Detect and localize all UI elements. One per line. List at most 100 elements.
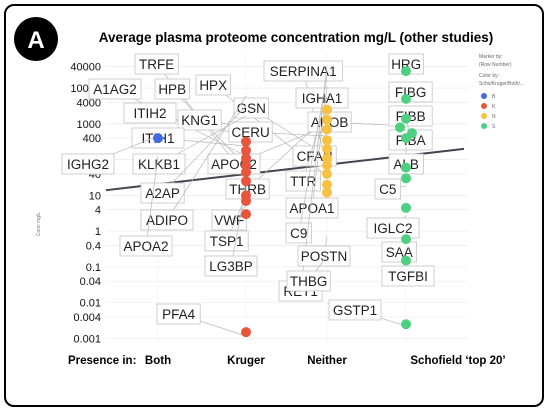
annotation-box bbox=[123, 102, 177, 124]
annotation-box bbox=[61, 153, 115, 175]
data-point bbox=[401, 173, 411, 184]
legend-entry-label: S bbox=[492, 124, 496, 130]
annotation-label: GSN bbox=[237, 101, 266, 116]
data-point bbox=[241, 209, 251, 220]
annotation-label: C5 bbox=[379, 182, 396, 197]
data-point bbox=[401, 162, 411, 173]
annotation-box bbox=[88, 78, 142, 100]
y-tick-label: 0.001 bbox=[73, 333, 101, 345]
legend-color-title: Color by: bbox=[479, 73, 499, 79]
annotation-label: ADIPO bbox=[146, 213, 188, 228]
annotation-label: HPB bbox=[158, 82, 186, 97]
annotation-box bbox=[366, 217, 420, 239]
annotation-box bbox=[134, 53, 179, 75]
annotation-box bbox=[374, 178, 402, 200]
legend: Marker by: (Row Number) Color by: Scho/K… bbox=[479, 54, 524, 130]
data-point bbox=[401, 234, 411, 245]
data-point bbox=[401, 66, 411, 77]
annotation-label: IGHG2 bbox=[67, 157, 109, 172]
annotation-label: C9 bbox=[290, 226, 307, 241]
data-point bbox=[322, 179, 332, 190]
annotation-box bbox=[285, 197, 339, 219]
y-tick-label: 400 bbox=[83, 133, 101, 145]
annotation-box bbox=[233, 97, 269, 119]
data-point bbox=[401, 113, 411, 124]
legend-swatch bbox=[481, 103, 487, 109]
annotation-label: KLKB1 bbox=[138, 157, 180, 172]
annotation-label: A1AG2 bbox=[93, 82, 137, 97]
annotation-label: KNG1 bbox=[181, 113, 218, 128]
panel-badge: A bbox=[14, 17, 58, 61]
y-tick-label: 0.004 bbox=[73, 312, 101, 324]
data-point bbox=[241, 145, 251, 156]
annotation-label: TSP1 bbox=[210, 234, 244, 249]
data-point bbox=[241, 160, 251, 171]
data-point bbox=[153, 133, 163, 144]
annotation-box bbox=[285, 222, 313, 244]
data-point bbox=[241, 153, 251, 164]
y-tick-label: 0.01 bbox=[80, 298, 101, 310]
legend-entry-label: N bbox=[492, 114, 496, 120]
data-point bbox=[241, 195, 251, 206]
legend-entry-label: B bbox=[492, 94, 496, 100]
data-point bbox=[401, 133, 411, 144]
annotation-label: A2AP bbox=[145, 186, 180, 201]
annotation-label: GSTP1 bbox=[333, 303, 377, 318]
annotation-label: APOA2 bbox=[123, 239, 168, 254]
panel-badge-circle bbox=[14, 17, 58, 61]
y-tick-label: 1000 bbox=[77, 119, 101, 131]
data-point bbox=[322, 160, 332, 171]
data-point bbox=[401, 319, 411, 330]
annotation-label: HRG bbox=[391, 57, 421, 72]
data-point bbox=[401, 93, 411, 104]
data-point bbox=[241, 136, 251, 147]
data-point bbox=[241, 327, 251, 338]
annotation-box bbox=[263, 60, 343, 82]
legend-swatch bbox=[481, 113, 487, 119]
y-axis-label: Conc mg/L bbox=[36, 212, 42, 236]
x-axis-title: Presence in: bbox=[68, 355, 136, 367]
legend-color-value: Scho/Kruger/Both/... bbox=[479, 81, 524, 87]
annotation-label: APOA1 bbox=[289, 201, 334, 216]
legend-entry-label: K bbox=[492, 104, 496, 110]
annotation-box bbox=[177, 109, 222, 131]
data-point bbox=[322, 124, 332, 135]
data-point bbox=[322, 153, 332, 164]
annotation-box bbox=[286, 270, 331, 292]
data-point bbox=[401, 202, 411, 213]
annotation-label: PFA4 bbox=[162, 307, 196, 322]
annotation-label: TGFBI bbox=[388, 269, 428, 284]
legend-swatch bbox=[481, 123, 487, 129]
annotation-label: POSTN bbox=[301, 249, 348, 264]
data-point bbox=[322, 114, 332, 125]
legend-marker-title: Marker by: bbox=[479, 54, 503, 60]
annotation-box bbox=[388, 81, 433, 103]
annotation-box bbox=[140, 209, 194, 231]
annotation-box bbox=[119, 235, 173, 257]
annotation-box bbox=[285, 170, 321, 192]
annotation-labels: TRFEA1AG2HPBHPXITIH2KNG1GSNITIH1CERUIGHG… bbox=[61, 53, 435, 337]
x-tick-label: Schofield ‘top 20’ bbox=[410, 355, 505, 367]
annotation-label: FIBB bbox=[396, 109, 426, 124]
annotation-box bbox=[195, 74, 231, 96]
legend-marker-value: (Row Number) bbox=[479, 62, 512, 68]
data-point bbox=[395, 122, 405, 133]
data-points bbox=[153, 66, 417, 338]
annotation-box bbox=[204, 255, 258, 277]
y-tick-label: 40000 bbox=[70, 62, 101, 74]
annotation-box bbox=[381, 265, 435, 287]
annotation-label: IGHA1 bbox=[302, 91, 343, 106]
figure-panel: A Average plasma proteome concentration … bbox=[4, 4, 544, 407]
data-point bbox=[241, 167, 251, 178]
x-tick-label: Neither bbox=[307, 355, 347, 367]
chart-title: Average plasma proteome concentration mg… bbox=[99, 30, 494, 45]
data-point bbox=[322, 104, 332, 115]
annotation-box bbox=[388, 105, 433, 127]
annotation-box bbox=[297, 245, 351, 267]
annotation-box bbox=[156, 303, 201, 325]
data-point bbox=[401, 255, 411, 266]
annotation-leader bbox=[145, 155, 159, 247]
x-tick-label: Kruger bbox=[227, 355, 265, 367]
y-tick-labels: 4000010000400010004001004010410.40.10.04… bbox=[70, 62, 101, 346]
annotation-label: TTR bbox=[290, 174, 316, 189]
